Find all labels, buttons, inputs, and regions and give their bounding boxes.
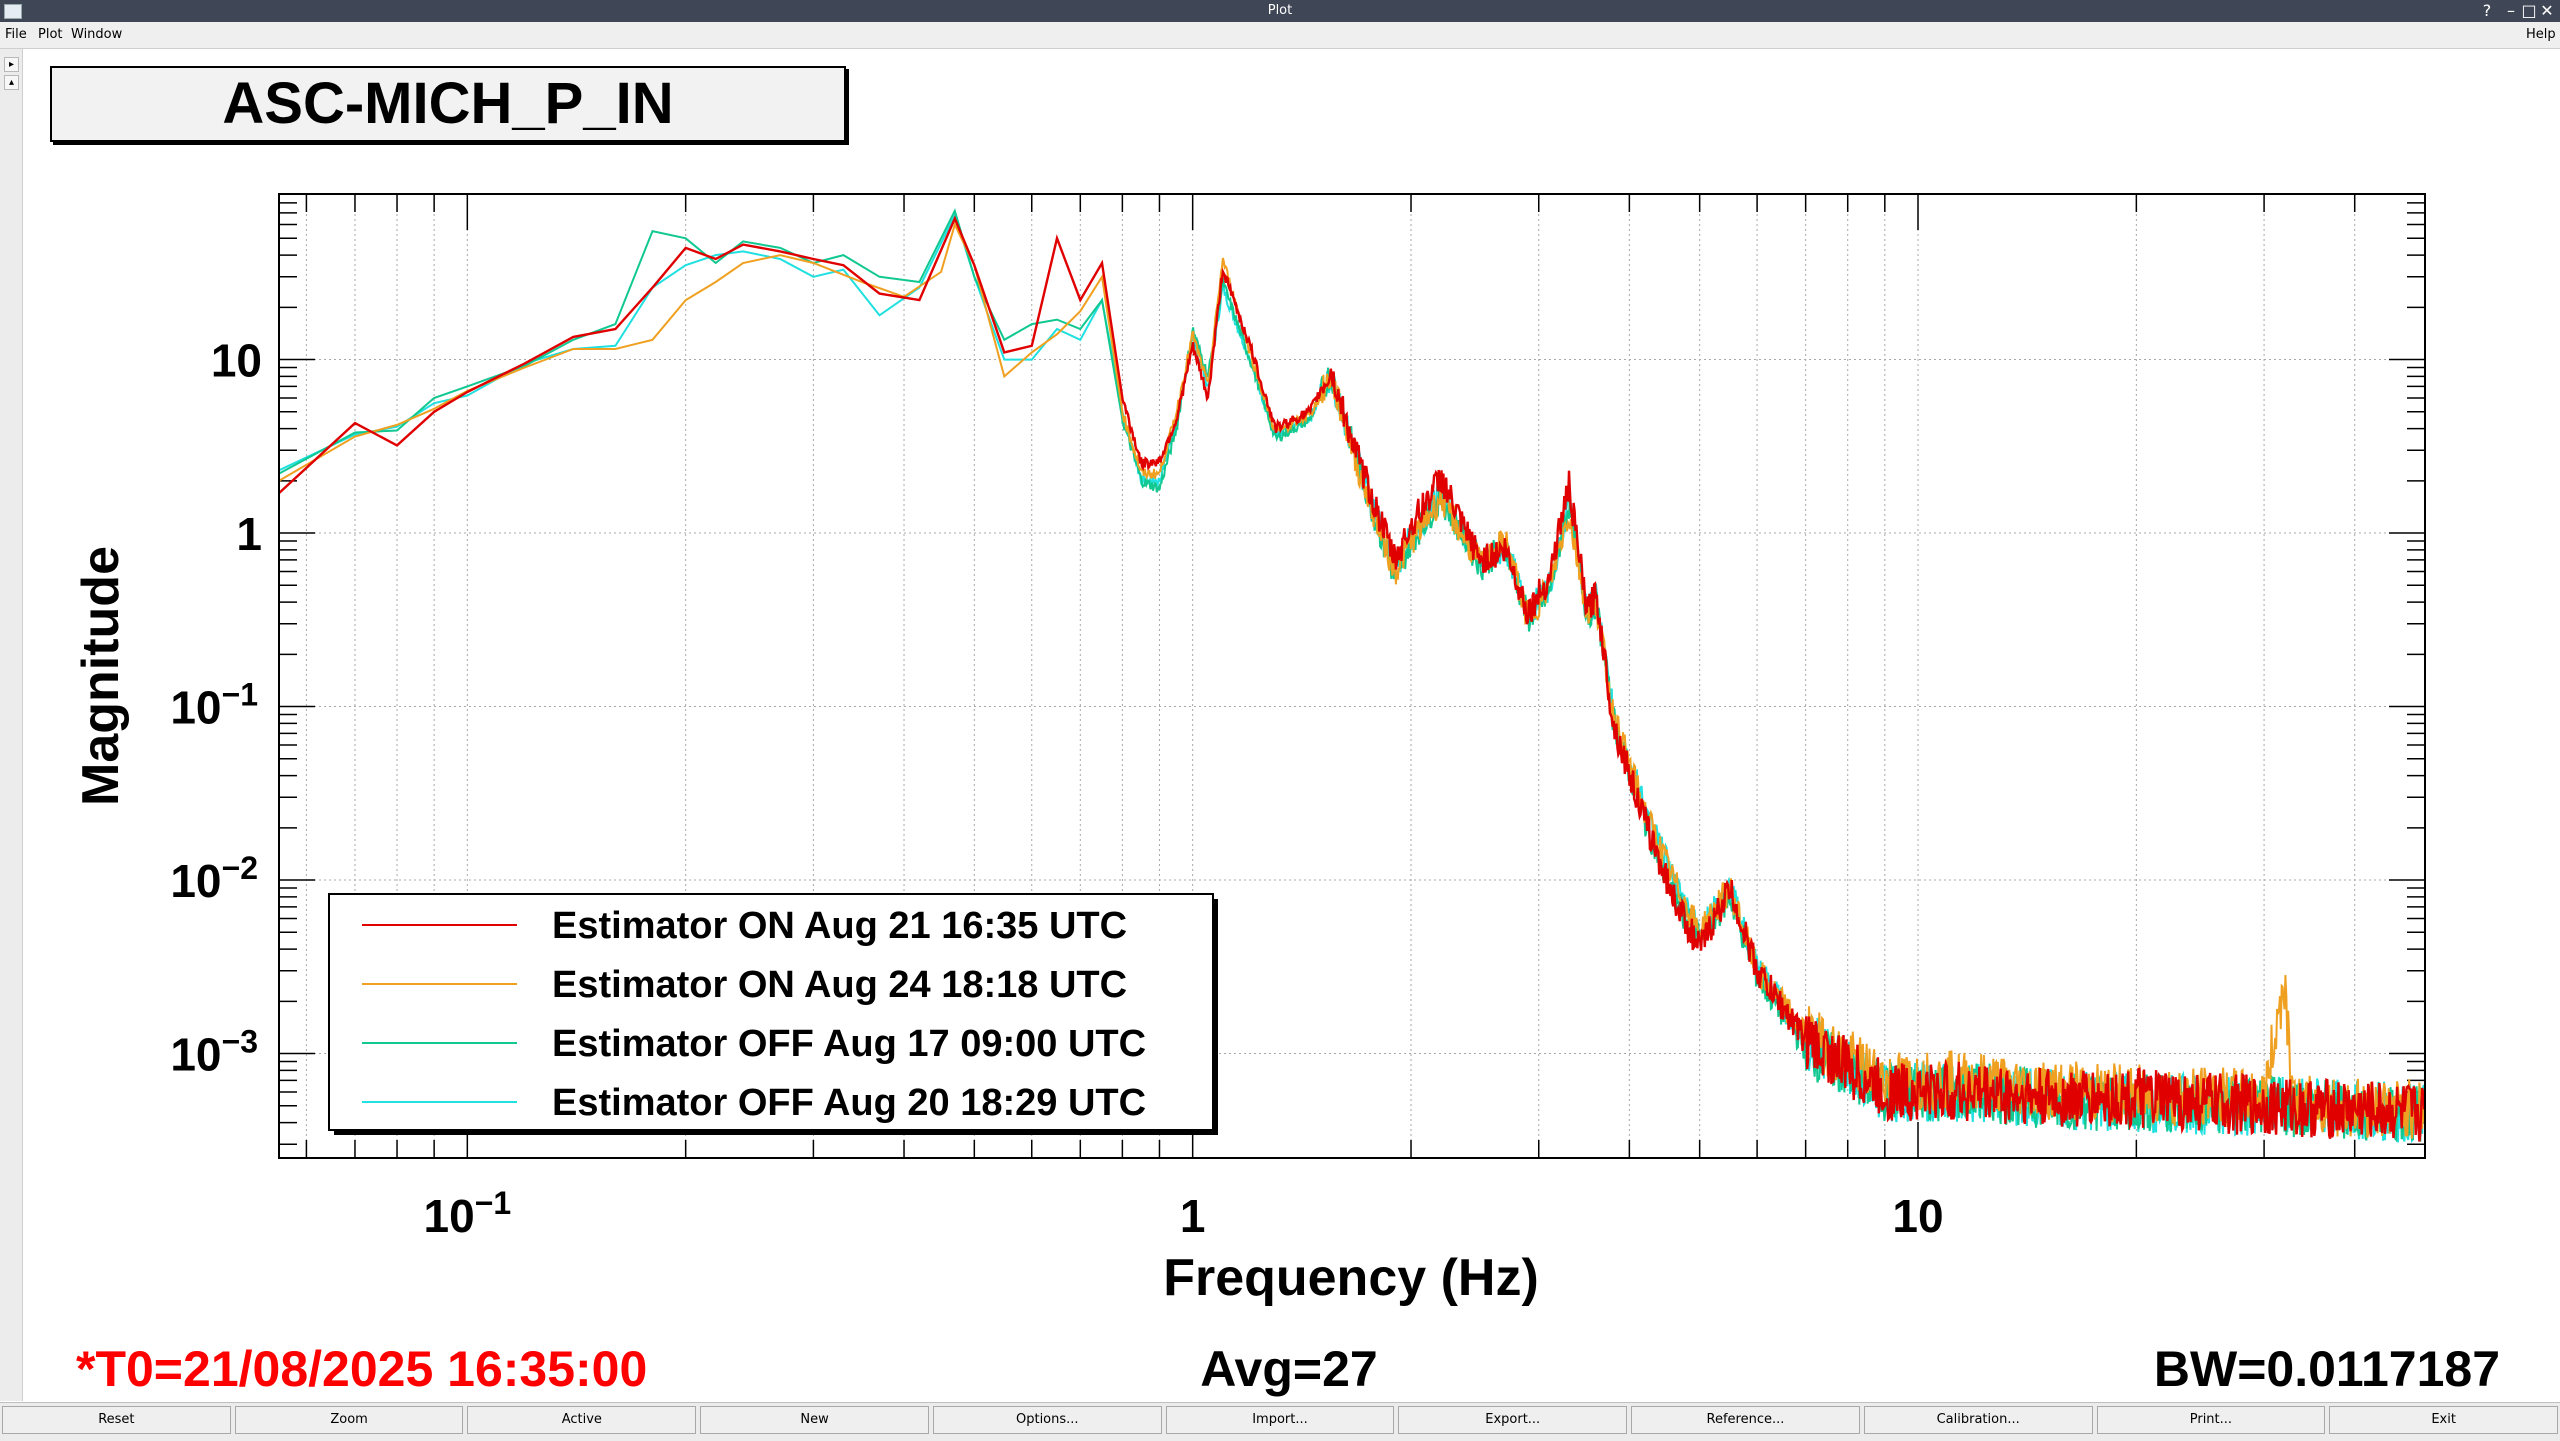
collapse-up-icon[interactable]: ▴ — [4, 75, 19, 90]
menu-window[interactable]: Window — [71, 27, 123, 42]
window-title: Plot — [1267, 3, 1293, 18]
y-tick-label: 10−3 — [170, 1024, 258, 1081]
button-options[interactable]: Options... — [932, 1406, 1162, 1434]
app-icon — [4, 4, 22, 19]
side-panel: ▸ ▴ — [0, 49, 23, 1401]
plot-canvas[interactable] — [23, 49, 2560, 1401]
menu-bar: File Plot Window Help — [0, 22, 2560, 49]
t0-label: *T0=21/08/2025 16:35:00 — [76, 1341, 647, 1397]
button-print[interactable]: Print... — [2096, 1406, 2326, 1434]
button-zoom[interactable]: Zoom — [234, 1406, 464, 1434]
menu-plot[interactable]: Plot — [38, 27, 63, 42]
y-tick-label: 1 — [236, 508, 262, 560]
button-calibration[interactable]: Calibration... — [1863, 1406, 2093, 1434]
y-axis-label: Magnitude — [72, 546, 130, 806]
button-active[interactable]: Active — [467, 1406, 697, 1434]
button-reset[interactable]: Reset — [2, 1406, 231, 1434]
legend-label: Estimator ON Aug 24 18:18 UTC — [552, 964, 1127, 1006]
x-tick-label: 1 — [1180, 1190, 1206, 1242]
legend-label: Estimator ON Aug 21 16:35 UTC — [552, 905, 1127, 947]
button-new[interactable]: New — [700, 1406, 929, 1434]
window-titlebar: Plot ? – □ ✕ — [0, 0, 2560, 22]
help-context-icon[interactable]: ? — [2482, 1, 2492, 20]
plot-title: ASC-MICH_P_IN — [222, 71, 674, 136]
bw-label: BW=0.0117187 — [2154, 1341, 2500, 1397]
legend-label: Estimator OFF Aug 17 09:00 UTC — [552, 1023, 1146, 1065]
button-exit[interactable]: Exit — [2329, 1406, 2558, 1434]
close-icon[interactable]: ✕ — [2540, 1, 2554, 20]
y-tick-labels: 10 1 10−1 10−2 10−3 — [170, 335, 262, 1081]
y-tick-label: 10 — [211, 335, 262, 387]
y-tick-label: 10−2 — [170, 850, 258, 907]
expand-right-icon[interactable]: ▸ — [4, 57, 19, 72]
button-export[interactable]: Export... — [1398, 1406, 1628, 1434]
button-bar: Reset Zoom Active New Options... Import... Exp… — [0, 1402, 2560, 1441]
plot-title-box: ASC-MICH_P_IN — [50, 66, 846, 142]
button-reference[interactable]: Reference... — [1631, 1406, 1860, 1434]
legend: Estimator ON Aug 21 16:35 UTC Estimator O… — [328, 893, 1218, 1135]
plot-chart[interactable]: 10−1 1 10 10 1 10−1 10−2 10−3 Frequency (Hz) M… — [0, 0, 2560, 1402]
y-tick-label: 10−1 — [170, 677, 258, 734]
x-tick-label: 10−1 — [423, 1185, 511, 1242]
button-import[interactable]: Import... — [1165, 1406, 1395, 1434]
plot-frame — [278, 193, 2426, 1159]
series-line — [278, 215, 2426, 1142]
menu-file[interactable]: File — [5, 27, 27, 42]
grid-lines — [279, 194, 2426, 1158]
menu-help[interactable]: Help — [2526, 27, 2556, 42]
minimize-icon[interactable]: – — [2507, 1, 2515, 20]
series-lines — [278, 208, 2426, 1144]
x-tick-label: 10 — [1892, 1190, 1943, 1242]
x-tick-labels: 10−1 1 10 — [423, 1185, 1943, 1242]
avg-label: Avg=27 — [1200, 1341, 1377, 1397]
maximize-icon[interactable]: □ — [2521, 1, 2537, 20]
x-axis-label: Frequency (Hz) — [1163, 1249, 1539, 1307]
legend-label: Estimator OFF Aug 20 18:29 UTC — [552, 1082, 1146, 1124]
